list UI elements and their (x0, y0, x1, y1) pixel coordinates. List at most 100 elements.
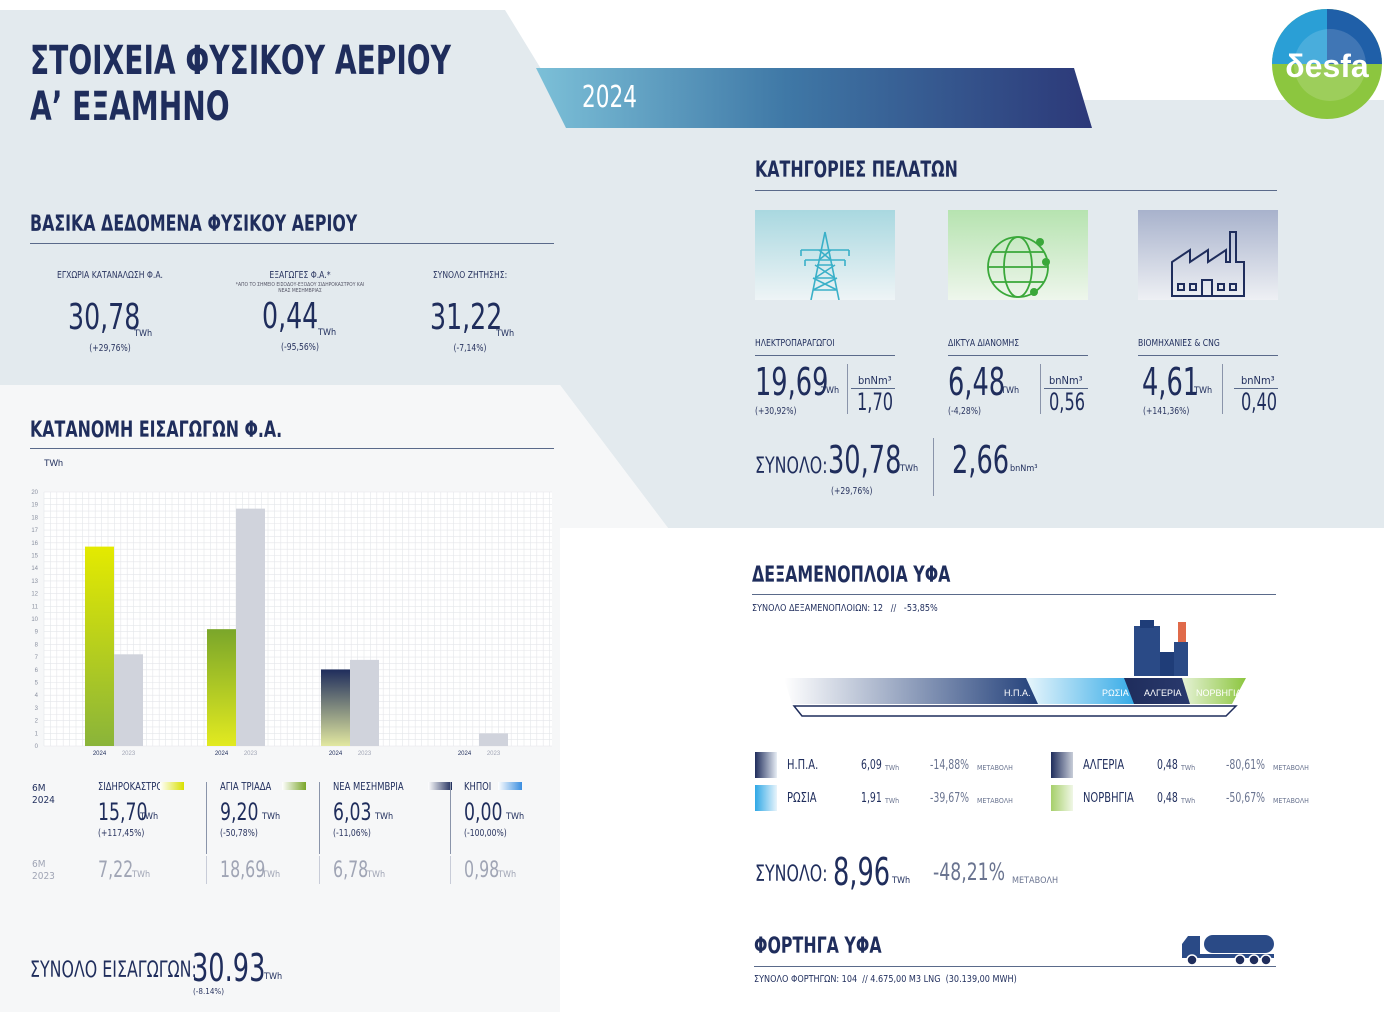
trucks-subtitle: ΣΥΝΟΛΟ ΦΟΡΤΗΓΩΝ: 104 // 4.675,00 M3 LNG … (754, 974, 1017, 985)
column-separator (450, 782, 451, 854)
y-tick-label: 5 (35, 681, 39, 687)
source-change-label: ΜΕΤΑΒΟΛΗ (977, 797, 1013, 805)
y-tick-label: 18 (31, 515, 38, 521)
customer-distribution: ΔΙΚΤΥΑ ΔΙΑΝΟΜΗΣ 6,48 TWh (-4,28%) bnNm³ … (948, 338, 1088, 417)
y-tick-label: 13 (31, 579, 38, 585)
kpi-label: ΕΞΑΓΩΓΕΣ Φ.Α.* (269, 270, 331, 281)
category-change: (+30,92%) (755, 406, 797, 417)
y-tick-label: 7 (35, 655, 39, 661)
lng-title: ΔΕΞΑΜΕΝΟΠΛΟΙΑ ΥΦΑ (752, 563, 951, 588)
customers-total-value: 30,78 (828, 438, 902, 482)
source-change-label: ΜΕΤΑΒΟΛΗ (1273, 797, 1309, 805)
source-name: ΑΛΓΕΡΙΑ (1083, 758, 1125, 773)
title-line-2: Α’ ΕΞΑΜΗΝΟ (30, 84, 230, 130)
customer-industry: ΒΙΟΜΗΧΑΝΙΕΣ & CNG 4,61 TWh (+141,36%) bn… (1138, 338, 1278, 417)
legend-swatch (160, 782, 184, 790)
import-change: (-11,06%) (333, 828, 371, 839)
row-2023-label: 6M 2023 (32, 859, 55, 882)
legend-swatch (428, 782, 452, 790)
source-change: -14,88% (930, 758, 970, 773)
imports-title: ΚΑΤΑΝΟΜΗ ΕΙΣΑΓΩΓΩΝ Φ.Α. (30, 418, 283, 443)
category-unit: TWh (821, 386, 840, 396)
import-2024-value: 15,70 (98, 798, 148, 826)
import-unit: TWh (375, 812, 394, 822)
ship-label-usa: Η.Π.Α. (1004, 688, 1031, 698)
industry-box (1138, 210, 1278, 300)
kpi-value: 0,44 (262, 296, 319, 337)
x-tick-label-2024: 2024 (458, 751, 472, 757)
year-label: 2024 (582, 80, 637, 115)
import-2024-value: 9,20 (220, 798, 259, 826)
kpi-domestic: ΕΓΧΩΡΙΑ ΚΑΤΑΝΑΛΩΣΗ Φ.Α. 30,78 TWh (+29,7… (30, 270, 190, 354)
import-unit: TWh (262, 812, 281, 822)
category-unit: TWh (1194, 386, 1213, 396)
y-tick-label: 10 (31, 617, 38, 623)
x-tick-label-2023: 2023 (122, 751, 136, 757)
source-unit: TWh (885, 764, 900, 772)
legend-swatch (498, 782, 522, 790)
customers-total-change: (+29,76%) (831, 486, 873, 497)
x-tick-label-2024: 2024 (215, 751, 229, 757)
source-swatch (1051, 752, 1073, 778)
import-change: (-100,00%) (464, 828, 507, 839)
x-tick-label-2023: 2023 (358, 751, 372, 757)
y-tick-label: 15 (31, 554, 38, 560)
category-bnm-value: 1,70 (857, 388, 894, 416)
category-value: 4,61 (1142, 360, 1200, 404)
imports-total-change: (-8.14%) (193, 987, 225, 996)
import-unit-2023: TWh (132, 870, 151, 880)
source-change: -80,61% (1226, 758, 1266, 773)
kpi-unit: TWh (496, 329, 515, 339)
source-change-label: ΜΕΤΑΒΟΛΗ (1273, 764, 1309, 772)
y-tick-label: 16 (31, 541, 38, 547)
import-change: (+117,45%) (98, 828, 145, 839)
y-tick-label: 9 (35, 630, 39, 636)
category-label: ΗΛΕΚΤΡΟΠΑΡΑΓΩΓΟΙ (755, 338, 835, 349)
page-title: ΣΤΟΙΧΕΙΑ ΦΥΣΙΚΟΥ ΑΕΡΙΟΥ Α’ ΕΞΑΜΗΝΟ (30, 38, 451, 130)
lng-total-change: -48,21% (933, 858, 1006, 886)
lng-total-change-label: ΜΕΤΑΒΟΛΗ (1012, 876, 1059, 886)
lng-total-label: ΣΥΝΟΛΟ: (755, 862, 828, 887)
y-tick-label: 19 (31, 503, 38, 509)
category-change: (-4,28%) (948, 406, 982, 417)
desfa-logo: δesfa (1272, 9, 1382, 119)
bar-2023 (236, 508, 265, 746)
trucks-title: ΦΟΡΤΗΓΑ ΥΦΑ (754, 934, 882, 959)
x-tick-label-2024: 2024 (329, 751, 343, 757)
source-swatch (755, 785, 777, 811)
kpi-change: (+29,76%) (89, 343, 131, 354)
kpi-label: ΕΓΧΩΡΙΑ ΚΑΤΑΝΑΛΩΣΗ Φ.Α. (57, 270, 163, 281)
import-point-name: ΚΗΠΟΙ (464, 780, 492, 793)
column-separator (319, 856, 320, 884)
source-name: ΡΩΣΙΑ (787, 791, 817, 806)
kpi-total-demand: ΣΥΝΟΛΟ ΖΗΤΗΣΗΣ: 31,22 TWh (-7,14%) (390, 270, 550, 354)
bar-2024 (321, 669, 350, 746)
imports-total-label: ΣΥΝΟΛΟ ΕΙΣΑΓΩΓΩΝ: (30, 958, 197, 983)
bar-2024 (85, 546, 114, 746)
import-unit-2023: TWh (498, 870, 517, 880)
lng-total-value: 8,96 (833, 850, 891, 894)
import-2023-value: 18,69 (220, 858, 266, 883)
y-tick-label: 3 (35, 706, 39, 712)
import-point-name: ΣΙΔΗΡΟΚΑΣΤΡΟ (98, 780, 163, 793)
import-unit: TWh (506, 812, 525, 822)
import-2023-value: 6,78 (333, 858, 369, 883)
ship-label-algeria: ΑΛΓΕΡΙΑ (1144, 688, 1181, 698)
import-2023-value: 0,98 (464, 858, 500, 883)
bar-2023 (479, 733, 508, 746)
column-separator (319, 782, 320, 854)
bar-2023 (350, 659, 379, 746)
y-tick-label: 17 (31, 528, 38, 534)
trucks-divider (754, 966, 1276, 967)
source-change: -39,67% (930, 791, 970, 806)
source-swatch (755, 752, 777, 778)
category-bnm-label: bnNm³ (858, 374, 892, 387)
lng-ship-illustration: Η.Π.Α. ΡΩΣΙΑ ΑΛΓΕΡΙΑ ΝΟΡΒΗΓΙΑ (784, 620, 1246, 717)
source-change-label: ΜΕΤΑΒΟΛΗ (977, 764, 1013, 772)
ship-label-norway: ΝΟΡΒΗΓΙΑ (1196, 688, 1241, 698)
import-2024-value: 6,03 (333, 798, 372, 826)
lng-divider (752, 594, 1276, 595)
kpi-value: 30,78 (68, 297, 141, 338)
bar-2024 (207, 629, 236, 746)
